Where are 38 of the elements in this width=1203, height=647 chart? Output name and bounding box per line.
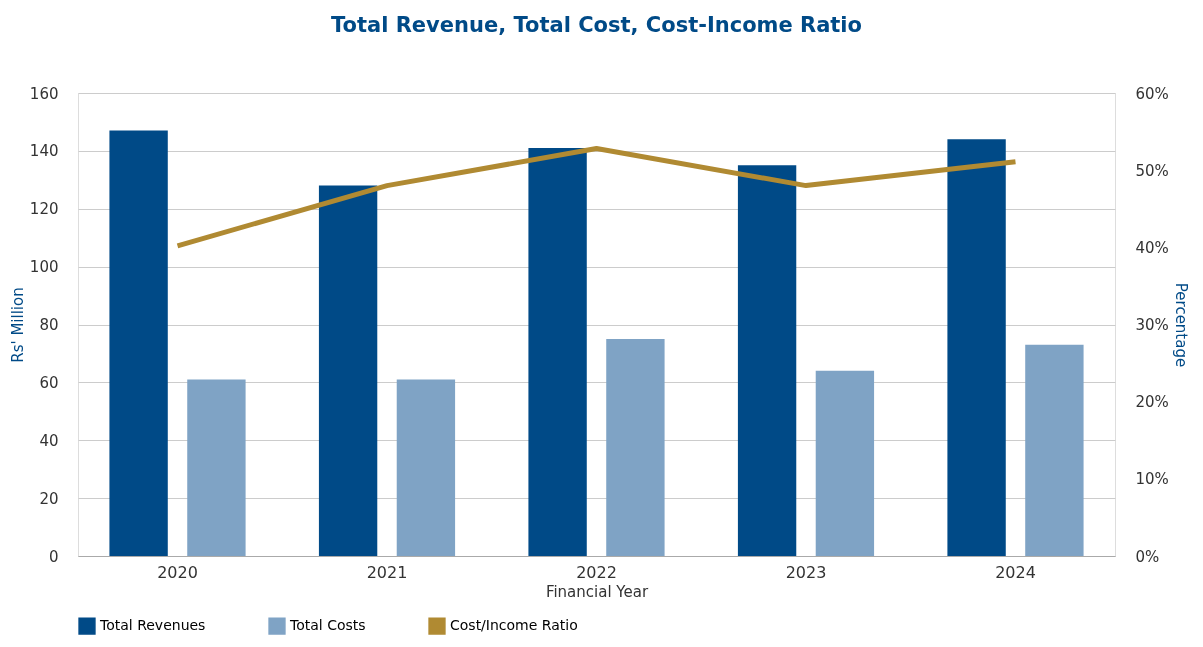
x-tick-label: 2024 <box>995 562 1036 582</box>
bar <box>109 130 168 556</box>
y2-axis-title: Percentage <box>1171 282 1190 368</box>
x-tick-label: 2021 <box>366 562 408 582</box>
bar <box>737 165 797 556</box>
y-tick-label: 80 <box>39 316 59 334</box>
x-tick-label: 2023 <box>785 562 827 582</box>
y2-tick-label: 0% <box>1135 547 1160 566</box>
y-tick-label: 20 <box>39 489 59 508</box>
bar <box>1025 344 1084 556</box>
y2-tick-label: 30% <box>1135 316 1169 334</box>
y-tick-label: 120 <box>29 200 59 219</box>
legend-label: Total Revenues <box>99 617 206 634</box>
bar <box>396 379 456 556</box>
bar <box>528 147 587 556</box>
bar <box>606 338 665 556</box>
y-tick-label: 160 <box>29 84 59 103</box>
legend-label: Total Costs <box>289 617 366 634</box>
bar <box>318 185 378 556</box>
y-tick-label: 40 <box>39 431 59 450</box>
x-tick-label: 2020 <box>157 562 198 582</box>
y-tick-label: 0 <box>48 547 59 566</box>
y-tick-label: 100 <box>29 258 59 277</box>
y2-tick-label: 10% <box>1135 470 1169 489</box>
y2-tick-label: 20% <box>1135 393 1169 412</box>
bar <box>947 139 1006 556</box>
bar <box>187 379 246 556</box>
y2-tick-label: 50% <box>1135 161 1169 180</box>
x-axis-title: Financial Year <box>545 582 649 601</box>
legend-label: Cost/Income Ratio <box>450 617 578 634</box>
bar <box>815 370 875 556</box>
y-tick-label: 60 <box>39 373 59 392</box>
chart-title: Total Revenue, Total Cost, Cost-Income Ratio <box>331 13 862 37</box>
y2-tick-label: 60% <box>1135 84 1169 103</box>
x-tick-label: 2022 <box>576 562 617 582</box>
y2-tick-label: 40% <box>1135 238 1169 257</box>
y-axis-title: Rs' Million <box>8 287 27 363</box>
y-tick-label: 140 <box>29 142 59 161</box>
